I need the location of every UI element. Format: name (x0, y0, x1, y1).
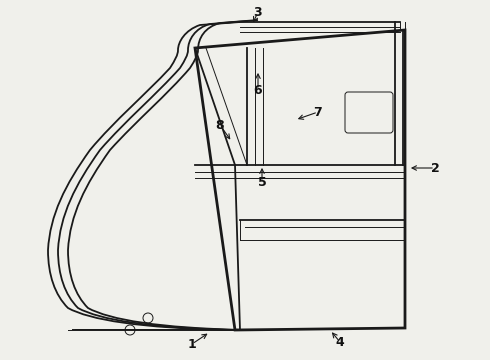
Text: 7: 7 (314, 105, 322, 118)
Text: 6: 6 (254, 84, 262, 96)
Text: 5: 5 (258, 176, 267, 189)
Text: 1: 1 (188, 338, 196, 351)
Text: 4: 4 (336, 336, 344, 348)
Text: 3: 3 (254, 5, 262, 18)
Text: 2: 2 (431, 162, 440, 175)
Text: 8: 8 (216, 118, 224, 131)
